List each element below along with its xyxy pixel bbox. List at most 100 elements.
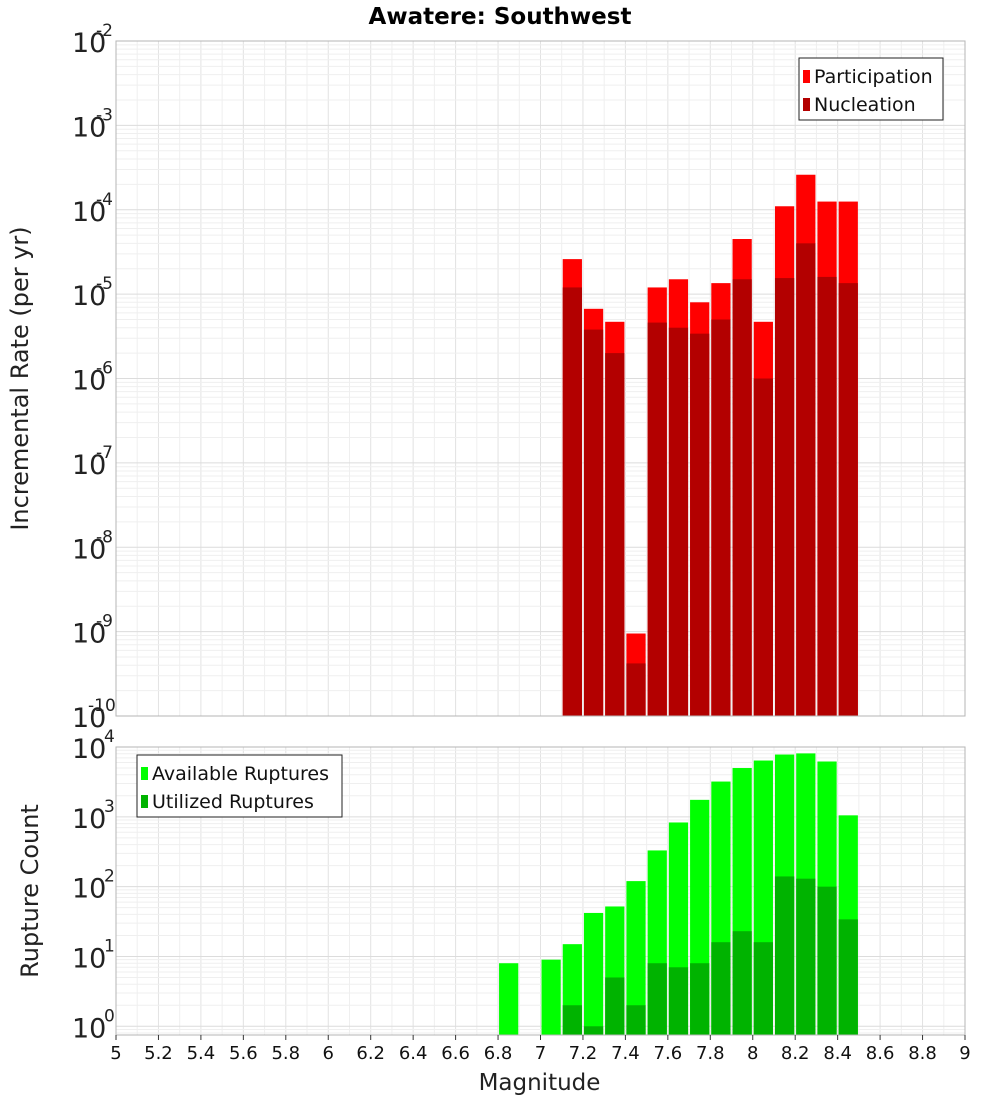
rate-y-axis-label: Incremental Rate (per yr) <box>6 226 34 530</box>
count-panel-ytick-base: 10 <box>72 874 106 905</box>
utilized-ruptures-series-bar <box>817 886 837 1035</box>
chart-title: Awatere: Southwest <box>369 4 632 30</box>
rate-panel-ytick-label: 10-8 <box>72 527 113 565</box>
count-legend-label: Utilized Ruptures <box>152 791 314 813</box>
rate-panel-ytick-exp: -8 <box>96 527 113 547</box>
rate-panel-ytick-label: 10-7 <box>72 443 113 481</box>
rate-panel-ytick-exp: -6 <box>96 359 113 379</box>
x-tick-label: 7.6 <box>654 1043 683 1064</box>
count-panel-ytick-base: 10 <box>72 804 106 835</box>
x-tick-label: 8 <box>747 1043 758 1064</box>
count-panel-ytick-base: 10 <box>72 1013 106 1044</box>
nucleation-series-bar <box>647 322 667 716</box>
rate-panel-ytick-base: 10 <box>72 112 106 143</box>
rate-panel-ytick-exp: -10 <box>88 696 116 716</box>
available-ruptures-series-bar <box>583 912 604 1035</box>
rate-legend: Participation Nucleation <box>798 57 944 121</box>
rate-panel-ytick-base: 10 <box>72 28 106 59</box>
nucleation-series-bar <box>774 278 795 716</box>
x-axis: 5 5.2 5.4 5.6 5.8 6 6.2 6.4 6.6 6.8 7 7.2 7.4 7.6 7.8 8… <box>110 1035 971 1064</box>
count-panel-ytick-label: 100 <box>72 1006 115 1044</box>
utilized-ruptures-series-bar <box>668 967 689 1035</box>
utilized-ruptures-series-bar <box>838 919 858 1035</box>
x-tick-label: 8.4 <box>823 1043 852 1064</box>
rate-panel-ytick-base: 10 <box>72 703 106 734</box>
nucleation-series-bar <box>817 276 837 716</box>
count-panel-ytick-label: 102 <box>72 867 115 905</box>
nucleation-series-bar <box>711 319 731 716</box>
count-panel-ytick-base: 10 <box>72 943 106 974</box>
count-legend-swatch <box>141 795 148 808</box>
nucleation-series-bar <box>562 287 582 716</box>
x-tick-label: 6.8 <box>484 1043 513 1064</box>
available-ruptures-series-bar <box>499 963 519 1035</box>
x-tick-label: 6.6 <box>441 1043 470 1064</box>
available-ruptures-series-bar <box>541 959 561 1035</box>
count-legend-box <box>136 754 343 818</box>
rate-panel-ytick-label: 10-10 <box>72 696 116 734</box>
count-panel-ytick-exp: 2 <box>104 867 115 887</box>
count-panel-ytick-exp: 1 <box>104 936 115 956</box>
utilized-ruptures-series-bar <box>732 931 752 1035</box>
rate-panel-ytick-exp: -4 <box>96 190 113 210</box>
rate-panel-ytick-exp: -2 <box>96 21 113 41</box>
x-axis-label: Magnitude <box>479 1070 601 1096</box>
utilized-ruptures-series-bar <box>562 1005 582 1035</box>
rate-panel-ytick-base: 10 <box>72 534 106 565</box>
available-ruptures-series-bar <box>626 881 646 1035</box>
x-tick-label: 8.6 <box>866 1043 895 1064</box>
x-tick-label: 5.4 <box>187 1043 216 1064</box>
nucleation-series-bar <box>796 243 816 717</box>
utilized-ruptures-series-bar <box>774 876 795 1035</box>
nucleation-series-bar <box>690 333 710 716</box>
count-panel-ytick-label: 103 <box>72 797 115 835</box>
utilized-ruptures-series-bar <box>626 1005 646 1035</box>
rate-panel-ytick-exp: -7 <box>96 443 113 463</box>
rate-legend-box <box>798 57 944 121</box>
count-panel-ytick-exp: 3 <box>104 797 115 817</box>
rate-panel-ytick-base: 10 <box>72 197 106 228</box>
x-tick-label: 6.4 <box>399 1043 428 1064</box>
x-tick-label: 8.2 <box>781 1043 810 1064</box>
nucleation-series <box>562 243 858 717</box>
rate-legend-label: Participation <box>814 66 933 88</box>
rate-panel-ytick-base: 10 <box>72 619 106 650</box>
x-tick-label: 5.2 <box>144 1043 173 1064</box>
count-panel-ytick-label: 101 <box>72 936 115 974</box>
count-legend-label: Available Ruptures <box>152 763 329 785</box>
utilized-ruptures-series-bar <box>753 942 773 1035</box>
rate-panel-ytick-base: 10 <box>72 450 106 481</box>
x-tick-label: 8.8 <box>908 1043 937 1064</box>
rate-panel-ytick-label: 10-9 <box>72 612 113 650</box>
rate-panel-ytick-label: 10-3 <box>72 105 113 143</box>
rate-panel-ytick-exp: -5 <box>96 274 113 294</box>
count-panel-ytick-base: 10 <box>72 734 106 765</box>
utilized-ruptures-series-bar <box>711 942 731 1035</box>
rate-panel-ytick-label: 10-6 <box>72 359 113 397</box>
nucleation-series-bar <box>753 378 773 716</box>
x-tick-label: 5.8 <box>271 1043 300 1064</box>
count-y-axis-label: Rupture Count <box>16 804 44 978</box>
rate-panel-ytick-label: 10-4 <box>72 190 113 228</box>
x-tick-label: 5 <box>110 1043 121 1064</box>
rate-panel-ytick-exp: -9 <box>96 612 113 632</box>
rate-panel-frame <box>115 40 966 717</box>
x-tick-label: 9 <box>959 1043 970 1064</box>
rate-panel-ytick-label: 10-2 <box>72 21 113 59</box>
count-panel-ytick-label: 104 <box>72 727 115 765</box>
x-tick-label: 5.6 <box>229 1043 258 1064</box>
rate-panel-ytick-label: 10-5 <box>72 274 113 312</box>
count-panel-ytick-exp: 0 <box>104 1006 115 1026</box>
nucleation-series-bar <box>583 329 604 716</box>
x-tick-label: 7.8 <box>696 1043 725 1064</box>
x-tick-label: 7.2 <box>569 1043 598 1064</box>
utilized-ruptures-series <box>562 876 858 1035</box>
nucleation-series-bar <box>732 279 752 716</box>
utilized-ruptures-series-bar <box>605 977 625 1035</box>
x-tick-label: 7 <box>535 1043 546 1064</box>
rate-legend-swatch <box>803 98 810 111</box>
nucleation-series-bar <box>626 663 646 716</box>
rate-panel-ytick-base: 10 <box>72 366 106 397</box>
x-tick-label: 6.2 <box>356 1043 385 1064</box>
